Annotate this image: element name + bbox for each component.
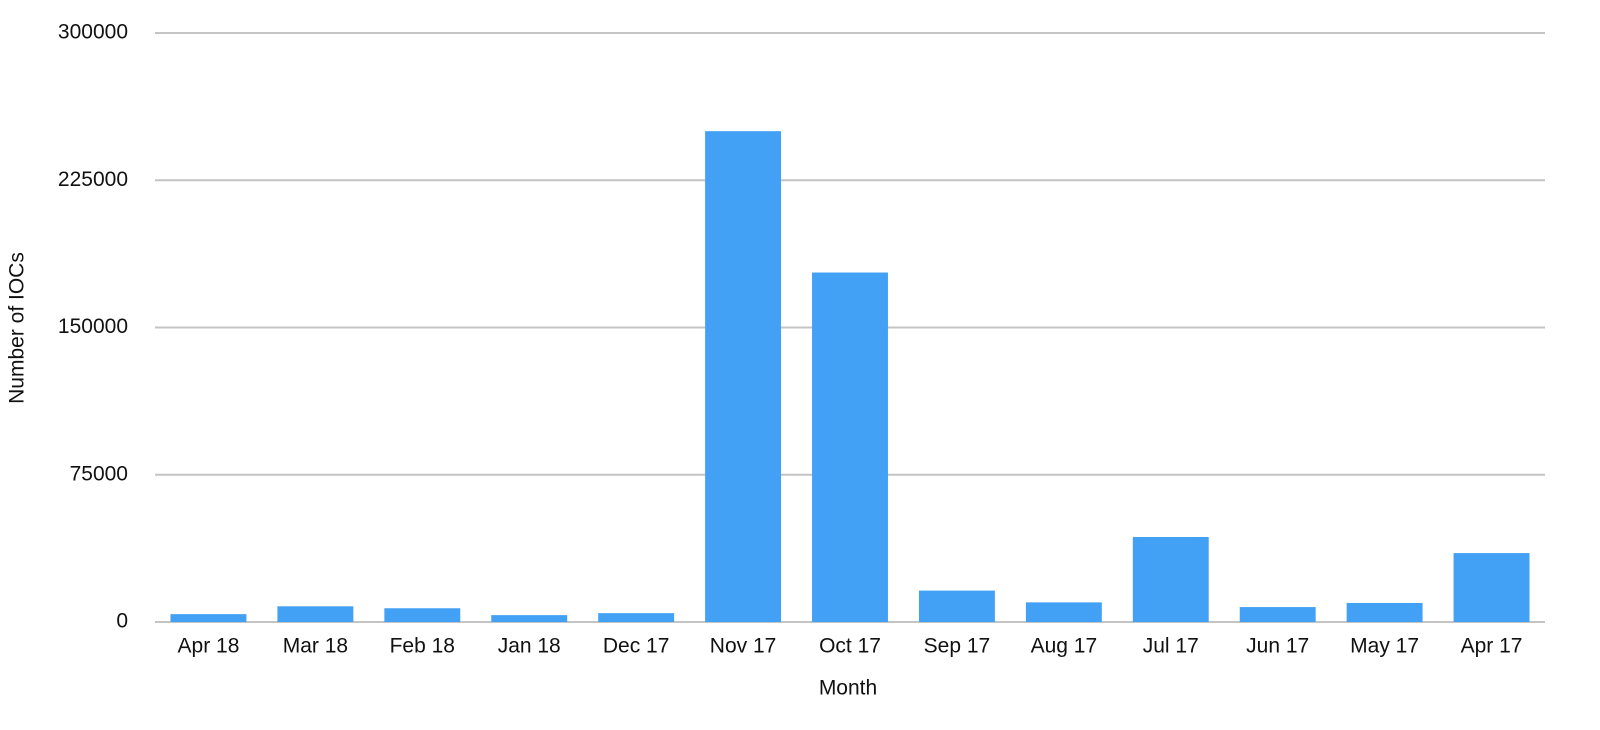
- x-tick-label: Jan 18: [498, 635, 561, 658]
- x-tick-label: Sep 17: [924, 635, 991, 658]
- x-tick-label: Aug 17: [1031, 635, 1098, 658]
- x-tick-label: Apr 17: [1461, 635, 1523, 658]
- bar: [277, 606, 354, 622]
- x-tick-label: Dec 17: [603, 635, 670, 658]
- bar: [918, 590, 995, 622]
- bar: [1025, 602, 1102, 622]
- bar: [1239, 607, 1316, 622]
- y-tick-label: 75000: [70, 462, 128, 485]
- bar: [598, 613, 675, 622]
- x-tick-label: Apr 18: [178, 635, 240, 658]
- bar: [705, 131, 782, 622]
- x-axis-title: Month: [819, 677, 877, 700]
- x-tick-label: Feb 18: [390, 635, 455, 658]
- y-tick-label: 150000: [58, 315, 128, 338]
- bar: [1132, 536, 1209, 622]
- bar: [170, 614, 247, 622]
- y-tick-label: 300000: [58, 21, 128, 44]
- bar: [812, 272, 888, 622]
- x-tick-label: May 17: [1350, 635, 1419, 658]
- bar: [1346, 602, 1423, 622]
- y-tick-label: 225000: [58, 168, 128, 191]
- y-axis-title: Number of IOCs: [6, 252, 29, 404]
- x-tick-label: Mar 18: [283, 635, 348, 658]
- bar: [1453, 553, 1530, 622]
- x-tick-label: Jul 17: [1143, 635, 1199, 658]
- bar: [384, 608, 461, 622]
- x-tick-label: Nov 17: [710, 635, 777, 658]
- x-tick-label: Jun 17: [1246, 635, 1309, 658]
- x-tick-label: Oct 17: [819, 635, 881, 658]
- y-tick-label: 0: [116, 610, 128, 633]
- bar: [491, 615, 568, 622]
